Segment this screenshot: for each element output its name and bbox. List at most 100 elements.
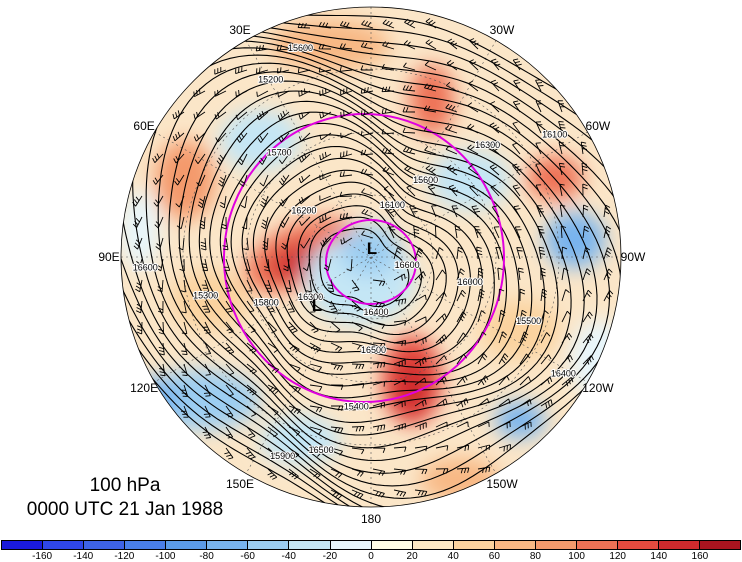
wind-barb: [351, 468, 364, 477]
wind-barb: [172, 110, 185, 120]
wind-barb: [372, 300, 385, 309]
wind-barb: [340, 132, 353, 139]
wind-barb: [309, 321, 319, 334]
wind-barb: [477, 421, 490, 428]
wind-barb: [136, 321, 143, 335]
wind-barb: [288, 426, 301, 437]
wind-barb: [260, 216, 269, 230]
wind-barb: [298, 132, 311, 142]
wind-barb: [381, 148, 395, 155]
wind-barb: [561, 377, 574, 387]
colorbar-swatch: [371, 541, 413, 549]
wind-barb: [581, 162, 588, 176]
wind-barb: [339, 212, 353, 220]
wind-barb: [498, 309, 506, 323]
wind-barb: [446, 60, 458, 71]
contour-label: 16100: [380, 200, 405, 210]
wind-barb: [181, 342, 188, 356]
wind-barb: [132, 216, 143, 229]
wind-barb: [393, 489, 407, 497]
colorbar-tick-label: 0: [368, 551, 374, 562]
colorbar-tick-label: 60: [488, 551, 500, 562]
wind-barb: [298, 153, 311, 163]
wind-barb: [393, 273, 406, 281]
longitude-label: 150W: [486, 477, 518, 491]
wind-barb: [351, 489, 364, 499]
wind-barb: [456, 289, 467, 302]
wind-barb: [136, 300, 143, 314]
wind-barb: [603, 204, 611, 218]
wind-barb: [300, 237, 311, 249]
wind-barb: [351, 321, 363, 332]
wind-barb: [155, 237, 164, 250]
wind-barb: [424, 61, 437, 71]
wind-barb: [361, 230, 374, 239]
contour-label: 16600: [395, 260, 420, 270]
wind-barb: [172, 131, 185, 142]
wind-barb: [309, 468, 321, 479]
colorbar-swatch: [43, 541, 85, 549]
wind-barb: [361, 20, 374, 29]
wind-barb: [402, 107, 416, 113]
contour-label: 16400: [551, 368, 576, 378]
wind-barb: [180, 279, 186, 293]
wind-barb: [178, 237, 185, 251]
wind-barb: [216, 153, 227, 165]
wind-barb: [245, 258, 251, 272]
colorbar-swatch: [207, 541, 249, 549]
colorbar-tick-label: -120: [114, 551, 135, 562]
wind-barb: [330, 384, 344, 390]
contour-label: 16500: [361, 345, 386, 355]
contour-label: 15200: [258, 75, 283, 85]
wind-barb: [435, 291, 447, 302]
colorbar-tick-label: -160: [32, 551, 53, 562]
wind-barb: [225, 426, 234, 439]
longitude-label: 180: [361, 512, 381, 526]
wind-barb: [448, 184, 459, 197]
wind-barb: [372, 468, 386, 476]
wind-barb: [498, 398, 511, 407]
wind-barb: [517, 267, 524, 281]
map-border: [120, 6, 622, 508]
wind-barb: [409, 205, 418, 218]
wind-barb: [201, 279, 210, 292]
wind-barb: [512, 121, 521, 134]
wind-barb: [451, 205, 459, 218]
colorbar-tick-label: 120: [609, 551, 626, 562]
wind-barb: [393, 400, 406, 408]
wind-barb: [414, 489, 428, 497]
colorbar: -160 -140 -120 -100 -80 -60 -40 -20 0 20 40 60 80 100…: [0, 540, 742, 562]
wind-barb: [536, 205, 544, 218]
wind-barb: [540, 310, 549, 323]
contour-label: 16400: [363, 307, 388, 317]
wind-barb: [267, 447, 278, 459]
wind-barb: [288, 384, 301, 393]
wind-barb: [424, 83, 437, 92]
wind-barb: [382, 19, 395, 29]
wind-barb: [235, 89, 248, 97]
wind-barb: [323, 258, 332, 272]
wind-barb: [179, 258, 185, 272]
wind-barb: [319, 173, 332, 181]
wind-barb: [202, 426, 212, 439]
wind-barb: [267, 426, 278, 438]
wind-barb: [351, 403, 365, 410]
colorbar-tick-label: -40: [281, 551, 296, 562]
wind-barb: [240, 195, 248, 209]
wind-barb: [498, 421, 511, 429]
wind-barb: [382, 166, 395, 176]
wind-barb: [285, 279, 292, 293]
wind-barb: [381, 63, 395, 71]
wind-barb: [414, 271, 426, 281]
colorbar-swatches: [1, 540, 741, 550]
wind-barb: [225, 363, 235, 376]
wind-barb: [561, 310, 572, 323]
wind-barb: [372, 489, 385, 498]
wind-barbs: [132, 18, 614, 500]
wind-barb: [193, 132, 206, 142]
contour-label: 15800: [254, 298, 279, 308]
height-contour: [198, 100, 546, 411]
wind-barb: [393, 359, 406, 367]
wind-barb: [403, 40, 416, 50]
wind-barb: [382, 41, 395, 50]
